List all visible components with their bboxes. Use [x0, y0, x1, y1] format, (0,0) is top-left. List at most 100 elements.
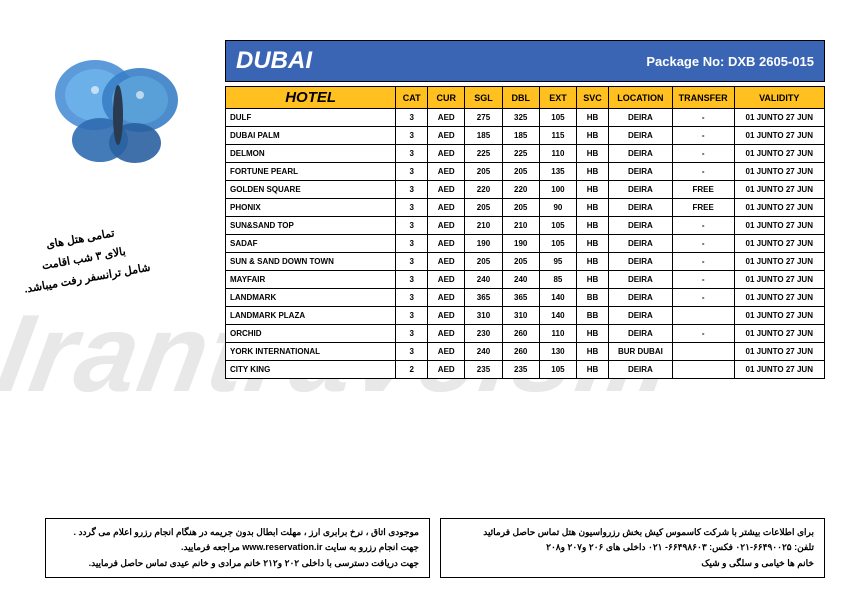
- cell-cat: 3: [396, 127, 428, 145]
- cell-loc: DEIRA: [608, 307, 672, 325]
- cell-cur: AED: [428, 235, 465, 253]
- cell-dbl: 205: [502, 253, 539, 271]
- hotel-name: DUBAI PALM: [226, 127, 396, 145]
- cell-tr: -: [672, 145, 734, 163]
- cell-loc: DEIRA: [608, 181, 672, 199]
- cell-tr: -: [672, 289, 734, 307]
- footer-left-l2: جهت انجام رزرو به سایت www.reservation.i…: [56, 540, 419, 555]
- hotel-name: SUN & SAND DOWN TOWN: [226, 253, 396, 271]
- col-location: LOCATION: [608, 87, 672, 109]
- footer-right-l1: برای اطلاعات بیشتر با شرکت کاسموس کیش بخ…: [451, 525, 814, 540]
- cell-loc: DEIRA: [608, 217, 672, 235]
- cell-sgl: 205: [465, 199, 502, 217]
- hotel-name: FORTUNE PEARL: [226, 163, 396, 181]
- table-row: LANDMARK PLAZA3AED310310140BBDEIRA01 JUN…: [226, 307, 825, 325]
- cell-loc: DEIRA: [608, 253, 672, 271]
- cell-svc: HB: [577, 181, 609, 199]
- cell-ext: 100: [539, 181, 576, 199]
- cell-tr: FREE: [672, 181, 734, 199]
- cell-loc: DEIRA: [608, 127, 672, 145]
- cell-svc: HB: [577, 325, 609, 343]
- cell-loc: DEIRA: [608, 361, 672, 379]
- cell-cat: 3: [396, 217, 428, 235]
- cell-sgl: 185: [465, 127, 502, 145]
- cell-cur: AED: [428, 271, 465, 289]
- cell-dbl: 210: [502, 217, 539, 235]
- cell-sgl: 220: [465, 181, 502, 199]
- table-row: LANDMARK3AED365365140BBDEIRA-01 JUNTO 27…: [226, 289, 825, 307]
- cell-cat: 3: [396, 307, 428, 325]
- cell-val: 01 JUNTO 27 JUN: [734, 235, 825, 253]
- cell-tr: [672, 361, 734, 379]
- cell-cur: AED: [428, 253, 465, 271]
- cell-cat: 3: [396, 199, 428, 217]
- hotel-name: DULF: [226, 109, 396, 127]
- cell-sgl: 225: [465, 145, 502, 163]
- col-cur: CUR: [428, 87, 465, 109]
- cell-svc: BB: [577, 289, 609, 307]
- butterfly-image: [40, 45, 190, 185]
- cell-cur: AED: [428, 109, 465, 127]
- page-title: DUBAI: [236, 47, 312, 75]
- cell-ext: 85: [539, 271, 576, 289]
- cell-loc: DEIRA: [608, 271, 672, 289]
- cell-dbl: 205: [502, 163, 539, 181]
- cell-val: 01 JUNTO 27 JUN: [734, 343, 825, 361]
- cell-tr: -: [672, 109, 734, 127]
- cell-cat: 3: [396, 181, 428, 199]
- cell-ext: 105: [539, 361, 576, 379]
- cell-sgl: 190: [465, 235, 502, 253]
- col-transfer: TRANSFER: [672, 87, 734, 109]
- hotel-name: ORCHID: [226, 325, 396, 343]
- cell-cat: 2: [396, 361, 428, 379]
- cell-ext: 105: [539, 217, 576, 235]
- cell-sgl: 235: [465, 361, 502, 379]
- cell-sgl: 230: [465, 325, 502, 343]
- cell-dbl: 365: [502, 289, 539, 307]
- cell-dbl: 225: [502, 145, 539, 163]
- cell-cat: 3: [396, 235, 428, 253]
- package-number: Package No: DXB 2605-015: [646, 54, 814, 69]
- cell-cur: AED: [428, 199, 465, 217]
- hotel-table: HOTEL CAT CUR SGL DBL EXT SVC LOCATION T…: [225, 86, 825, 379]
- table-row: ORCHID3AED230260110HBDEIRA-01 JUNTO 27 J…: [226, 325, 825, 343]
- cell-svc: HB: [577, 145, 609, 163]
- cell-loc: DEIRA: [608, 163, 672, 181]
- cell-cur: AED: [428, 181, 465, 199]
- cell-val: 01 JUNTO 27 JUN: [734, 109, 825, 127]
- cell-cur: AED: [428, 325, 465, 343]
- cell-svc: HB: [577, 163, 609, 181]
- cell-svc: HB: [577, 253, 609, 271]
- cell-val: 01 JUNTO 27 JUN: [734, 361, 825, 379]
- cell-tr: -: [672, 235, 734, 253]
- cell-dbl: 310: [502, 307, 539, 325]
- cell-sgl: 240: [465, 271, 502, 289]
- col-hotel: HOTEL: [226, 87, 396, 109]
- table-row: DULF3AED275325105HBDEIRA-01 JUNTO 27 JUN: [226, 109, 825, 127]
- cell-cat: 3: [396, 325, 428, 343]
- table-row: PHONIX3AED20520590HBDEIRAFREE01 JUNTO 27…: [226, 199, 825, 217]
- cell-svc: HB: [577, 361, 609, 379]
- cell-cat: 3: [396, 163, 428, 181]
- cell-tr: [672, 343, 734, 361]
- cell-val: 01 JUNTO 27 JUN: [734, 163, 825, 181]
- cell-tr: -: [672, 253, 734, 271]
- cell-loc: DEIRA: [608, 109, 672, 127]
- cell-ext: 115: [539, 127, 576, 145]
- cell-tr: -: [672, 271, 734, 289]
- table-header-row: HOTEL CAT CUR SGL DBL EXT SVC LOCATION T…: [226, 87, 825, 109]
- cell-cur: AED: [428, 289, 465, 307]
- cell-dbl: 325: [502, 109, 539, 127]
- cell-ext: 130: [539, 343, 576, 361]
- cell-val: 01 JUNTO 27 JUN: [734, 307, 825, 325]
- farsi-note: تمامی هتل های بالای ۳ شب اقامت شامل تران…: [16, 219, 152, 300]
- cell-cat: 3: [396, 343, 428, 361]
- cell-ext: 140: [539, 289, 576, 307]
- cell-cur: AED: [428, 217, 465, 235]
- cell-svc: HB: [577, 343, 609, 361]
- hotel-name: DELMON: [226, 145, 396, 163]
- cell-svc: HB: [577, 199, 609, 217]
- cell-val: 01 JUNTO 27 JUN: [734, 145, 825, 163]
- cell-cur: AED: [428, 343, 465, 361]
- cell-tr: -: [672, 127, 734, 145]
